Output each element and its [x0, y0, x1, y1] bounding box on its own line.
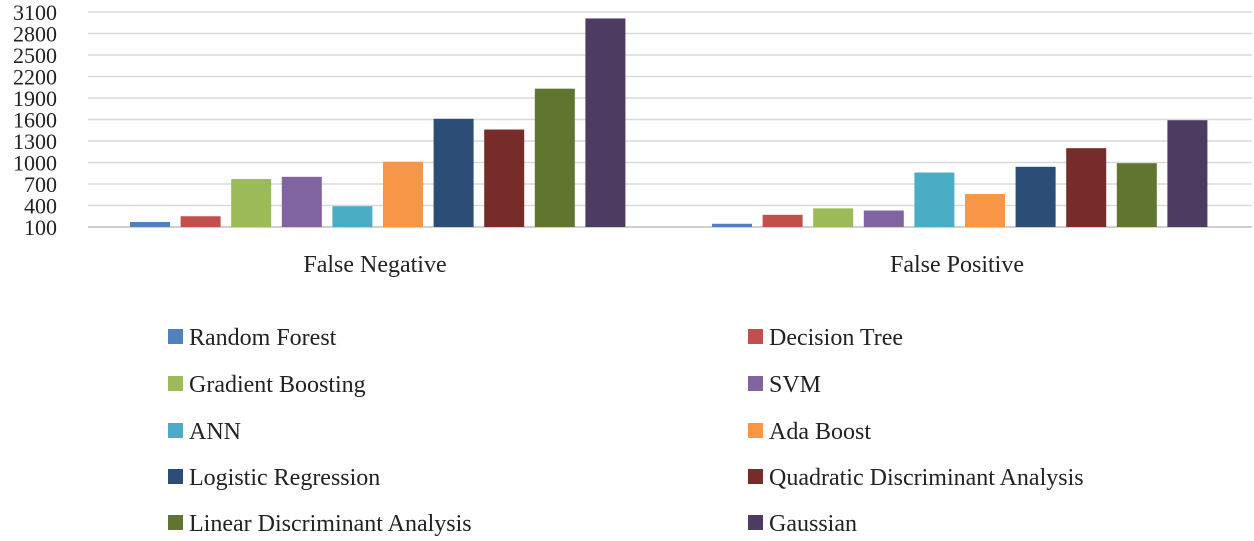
bar-svm-false-positive — [863, 210, 904, 227]
legend-item: SVM — [748, 372, 821, 398]
y-tick-label: 1900 — [13, 86, 57, 111]
legend-swatch — [748, 469, 763, 484]
bar-gradient-boosting-false-positive — [813, 208, 854, 227]
legend-swatch — [168, 376, 183, 391]
legend-swatch — [168, 515, 183, 530]
bar-quadratic-discriminant-analysis-false-negative — [484, 129, 525, 227]
legend-item: Quadratic Discriminant Analysis — [748, 465, 1084, 491]
bar-logistic-regression-false-negative — [433, 118, 474, 227]
legend-label: Ada Boost — [769, 419, 871, 445]
legend-label: ANN — [189, 419, 241, 445]
y-tick-label: 400 — [24, 194, 57, 219]
bar-random-forest-false-positive — [712, 223, 752, 227]
bar-random-forest-false-negative — [130, 221, 170, 227]
y-tick-label: 100 — [24, 215, 57, 240]
bar-decision-tree-false-negative — [180, 216, 221, 227]
y-tick-label: 1000 — [13, 151, 57, 176]
legend-item: Gradient Boosting — [168, 372, 366, 398]
legend-item: ANN — [168, 419, 241, 445]
bars — [130, 18, 1208, 228]
bar-svm-false-negative — [281, 176, 322, 227]
x-category-label: False Negative — [303, 252, 446, 278]
legend-item: Linear Discriminant Analysis — [168, 511, 472, 537]
legend-label: Decision Tree — [769, 325, 903, 351]
legend-swatch — [168, 469, 183, 484]
bar-logistic-regression-false-positive — [1015, 166, 1056, 227]
legend-label: SVM — [769, 372, 821, 398]
bar-linear-discriminant-analysis-false-positive — [1116, 163, 1157, 227]
legend-swatch — [168, 423, 183, 438]
y-tick-label: 2500 — [13, 43, 57, 68]
legend-swatch — [748, 515, 763, 530]
y-tick-label: 700 — [24, 172, 57, 197]
y-axis-tick-labels: 1004007001000130016001900220025002800310… — [13, 0, 57, 240]
bar-ada-boost-false-negative — [383, 161, 423, 227]
y-tick-label: 2800 — [13, 22, 57, 47]
y-tick-label: 3100 — [13, 0, 57, 25]
legend-label: Linear Discriminant Analysis — [189, 511, 472, 537]
bar-gaussian-false-negative — [585, 18, 626, 228]
legend-item: Random Forest — [168, 325, 337, 351]
legend-swatch — [748, 329, 763, 344]
legend-label: Gaussian — [769, 511, 857, 537]
legend-item: Decision Tree — [748, 325, 903, 351]
legend-label: Quadratic Discriminant Analysis — [769, 465, 1084, 491]
bar-decision-tree-false-positive — [762, 214, 803, 227]
legend-item: Gaussian — [748, 511, 857, 537]
x-axis-category-labels: False Negative False Positive — [303, 252, 1024, 278]
y-tick-label: 2200 — [13, 65, 57, 90]
legend-item: Logistic Regression — [168, 465, 380, 491]
legend-swatch — [748, 423, 763, 438]
bar-linear-discriminant-analysis-false-negative — [534, 88, 575, 227]
y-tick-label: 1300 — [13, 129, 57, 154]
bar-ann-false-positive — [914, 172, 955, 227]
legend-label: Random Forest — [189, 325, 337, 351]
legend: Random Forest Decision Tree Gradient Boost… — [168, 325, 1084, 537]
y-tick-label: 1600 — [13, 108, 57, 133]
bar-ada-boost-false-positive — [965, 194, 1005, 227]
x-category-label: False Positive — [890, 252, 1024, 278]
bar-ann-false-negative — [332, 206, 373, 227]
legend-label: Gradient Boosting — [189, 372, 366, 398]
legend-swatch — [168, 329, 183, 344]
bar-quadratic-discriminant-analysis-false-positive — [1066, 148, 1107, 227]
legend-label: Logistic Regression — [189, 465, 380, 491]
legend-item: Ada Boost — [748, 419, 871, 445]
legend-swatch — [748, 376, 763, 391]
bar-gradient-boosting-false-negative — [231, 178, 272, 227]
bar-gaussian-false-positive — [1167, 120, 1208, 227]
